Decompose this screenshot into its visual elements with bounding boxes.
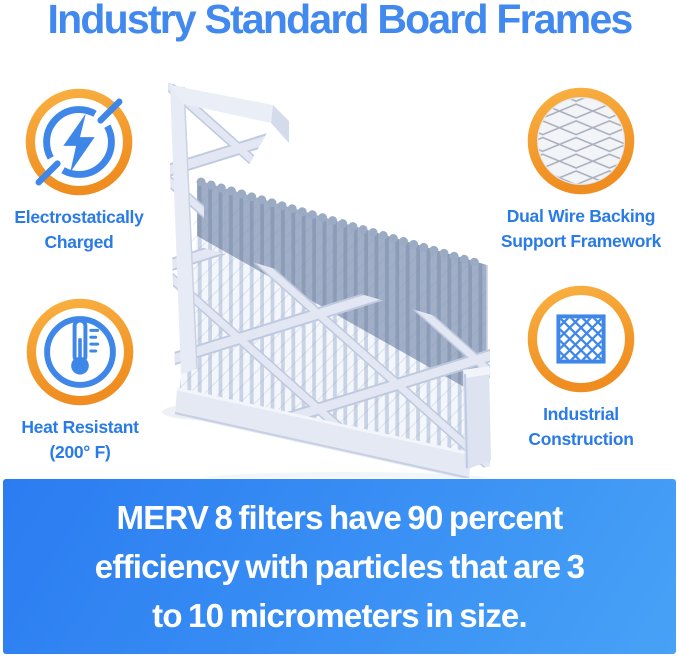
wire-mesh-photo-icon — [526, 86, 636, 196]
feature-label-line2: (200° F) — [49, 442, 111, 462]
page-title: Industry Standard Board Frames — [47, 0, 634, 42]
banner-line-2: efficiency with particles that are 3 — [94, 548, 585, 585]
pleated-air-filter-photo — [160, 78, 505, 488]
feature-label-line1: Industrial — [543, 404, 619, 424]
feature-heat-resistant: Heat Resistant (200° F) — [0, 297, 175, 465]
feature-label-line1: Heat Resistant — [21, 417, 139, 437]
banner-line-3: to 10 micrometers in size. — [152, 597, 528, 634]
feature-label-line2: Construction — [528, 429, 634, 449]
feature-label-line2: Support Framework — [500, 231, 662, 251]
feature-label-line1: Electrostatically — [14, 207, 144, 227]
lightning-bolt-icon — [24, 87, 134, 197]
thermometer-icon — [25, 297, 135, 407]
feature-dual-wire-backing: Dual Wire Backing Support Framework — [486, 86, 676, 254]
info-banner: MERV 8 filters have 90 percent efficienc… — [3, 479, 676, 654]
feature-label-line1: Dual Wire Backing — [506, 206, 656, 226]
lattice-grid-icon — [526, 284, 636, 394]
feature-electrostatically-charged: Electrostatically Charged — [0, 87, 174, 255]
banner-line-1: MERV 8 filters have 90 percent — [116, 499, 564, 536]
feature-industrial-construction: Industrial Construction — [486, 284, 676, 452]
feature-label-line2: Charged — [44, 232, 114, 252]
